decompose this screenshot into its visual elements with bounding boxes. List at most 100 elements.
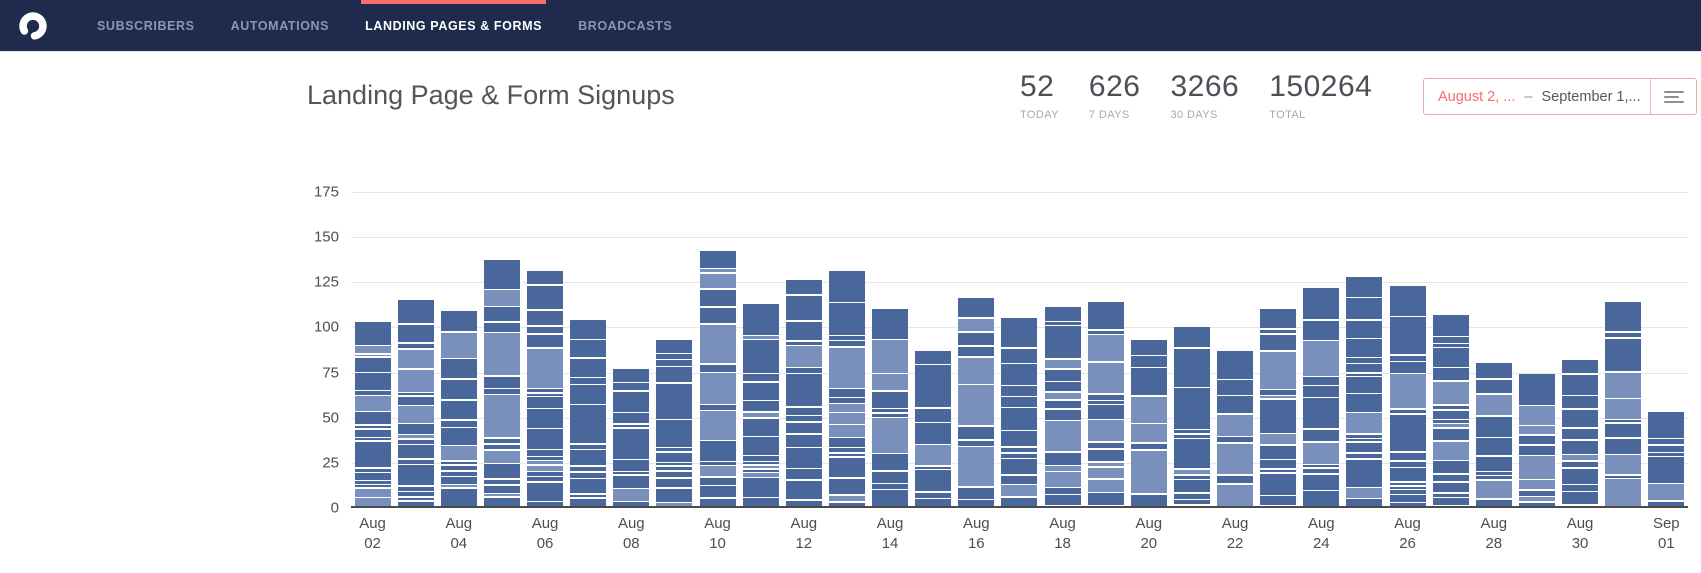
bar-aug-19[interactable] (1087, 301, 1124, 506)
bar-aug-20[interactable] (1130, 339, 1167, 506)
bar-segment (828, 453, 865, 457)
bar-aug-16[interactable] (958, 298, 995, 506)
x-slot (567, 514, 610, 554)
bar-segment (1087, 462, 1124, 467)
bar-segment (1432, 314, 1469, 336)
x-slot (1257, 514, 1300, 554)
bar-segment (1475, 499, 1512, 506)
bar-aug-21[interactable] (1173, 327, 1210, 506)
bar-segment (785, 469, 822, 480)
bar-aug-25[interactable] (1346, 276, 1383, 506)
bar-segment (1562, 359, 1599, 374)
convertkit-logo-icon[interactable] (16, 9, 50, 43)
bar-segment (1044, 421, 1081, 452)
bar-segment (785, 321, 822, 341)
bar-segment (440, 428, 477, 445)
bar-aug-23[interactable] (1260, 309, 1297, 506)
bar-aug-08[interactable] (613, 368, 650, 506)
nav-tab-broadcasts[interactable]: BROADCASTS (578, 18, 673, 33)
bar-segment (699, 486, 736, 498)
x-slot: Aug 20 (1127, 514, 1170, 554)
bar-aug-05[interactable] (483, 260, 520, 506)
bar-segment (1260, 390, 1297, 395)
bar-segment (527, 477, 564, 482)
bar-aug-07[interactable] (570, 320, 607, 506)
bar-aug-15[interactable] (915, 350, 952, 506)
x-tick-label-sep-01: Sep 01 (1652, 515, 1680, 552)
bar-aug-31[interactable] (1605, 301, 1642, 506)
bar-segment (527, 450, 564, 456)
bar-aug-14[interactable] (872, 309, 909, 506)
bar-aug-06[interactable] (527, 271, 564, 506)
bar-segment (1389, 468, 1426, 482)
bar-segment (397, 465, 434, 486)
bar-aug-02[interactable] (354, 321, 391, 506)
bar-segment (1173, 327, 1210, 348)
bar-segment (1605, 475, 1642, 478)
bar-segment (1130, 494, 1167, 506)
bar-segment (1346, 459, 1383, 487)
bar-segment (1303, 377, 1340, 385)
x-tick-label-aug-16: Aug 16 (962, 515, 990, 552)
bar-aug-26[interactable] (1389, 285, 1426, 506)
bar-segment (1130, 396, 1167, 423)
bar-segment (483, 494, 520, 497)
bar-slot (1257, 309, 1300, 506)
bar-aug-29[interactable] (1518, 374, 1555, 506)
bar-segment (1432, 498, 1469, 506)
filter-lines-icon[interactable] (1650, 79, 1696, 114)
bar-segment (440, 477, 477, 484)
bar-aug-30[interactable] (1562, 359, 1599, 506)
bar-aug-22[interactable] (1217, 350, 1254, 506)
bar-slot (782, 280, 825, 506)
bar-aug-09[interactable] (656, 339, 693, 506)
bar-segment (872, 409, 909, 413)
bar-segment (440, 488, 477, 506)
bar-segment (1432, 344, 1469, 347)
date-range-end[interactable]: September 1,... (1541, 88, 1641, 105)
bar-segment (527, 397, 564, 408)
bar-segment (1605, 372, 1642, 398)
bar-segment (915, 365, 952, 408)
bar-aug-28[interactable] (1475, 363, 1512, 506)
bar-segment (958, 487, 995, 499)
bar-slot (480, 260, 523, 506)
nav-tab-subscribers[interactable]: SUBSCRIBERS (97, 18, 195, 33)
date-range-start[interactable]: August 2, ... (1438, 88, 1516, 105)
bar-segment (1475, 379, 1512, 394)
nav-tab-automations[interactable]: AUTOMATIONS (230, 18, 330, 33)
bar-aug-13[interactable] (828, 271, 865, 506)
top-navbar: SUBSCRIBERS AUTOMATIONS LANDING PAGES & FO… (0, 0, 1701, 52)
bar-sep-01[interactable] (1648, 412, 1685, 506)
bar-segment (570, 494, 607, 498)
bar-aug-10[interactable] (699, 251, 736, 506)
bar-segment (613, 472, 650, 475)
bar-segment (1087, 405, 1124, 419)
bar-aug-17[interactable] (1001, 318, 1038, 506)
bar-aug-04[interactable] (440, 310, 477, 506)
x-slot: Aug 14 (869, 514, 912, 554)
bar-slot (1602, 301, 1645, 506)
bar-segment (1648, 457, 1685, 483)
bar-segment (483, 479, 520, 485)
bar-aug-12[interactable] (785, 280, 822, 506)
bar-aug-18[interactable] (1044, 307, 1081, 506)
bar-segment (1346, 298, 1383, 320)
bar-segment (354, 441, 391, 468)
nav-tab-landing-pages-forms[interactable]: LANDING PAGES & FORMS (361, 0, 547, 52)
bar-segment (1518, 456, 1555, 479)
bar-segment (958, 298, 995, 317)
date-range-picker[interactable]: August 2, ... – September 1,... (1423, 78, 1697, 115)
bar-segment (1173, 493, 1210, 499)
bar-segment (1087, 362, 1124, 394)
bar-aug-03[interactable] (397, 300, 434, 506)
bar-slot (1386, 285, 1429, 506)
x-slot: Aug 06 (524, 514, 567, 554)
report-header: Landing Page & Form Signups 52 TODAY 626 7 … (0, 52, 1701, 136)
bar-aug-24[interactable] (1303, 287, 1340, 506)
bar-segment (1346, 373, 1383, 376)
bar-aug-27[interactable] (1432, 314, 1469, 506)
bar-aug-11[interactable] (742, 303, 779, 506)
bar-segment (785, 374, 822, 407)
bar-segment (1432, 474, 1469, 482)
